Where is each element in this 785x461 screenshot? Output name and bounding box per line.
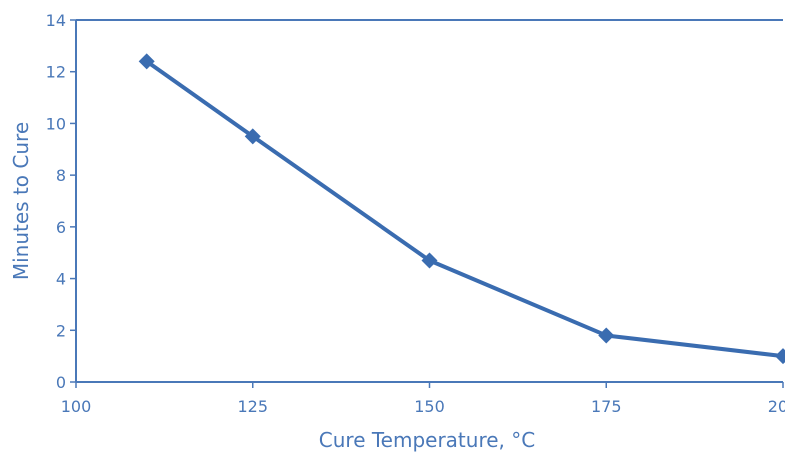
x-tick-label: 175 xyxy=(591,397,622,416)
data-point-diamond xyxy=(138,53,155,70)
y-tick-label: 12 xyxy=(46,63,66,82)
y-tick-label: 10 xyxy=(46,114,66,133)
plot-frame xyxy=(75,19,783,383)
data-point-diamond xyxy=(598,327,615,344)
data-point-diamond xyxy=(775,348,785,365)
series-group xyxy=(138,53,785,365)
y-axis-ticks: 0 2 4 6 8 10 12 14 xyxy=(46,11,76,392)
y-tick-label: 4 xyxy=(56,270,66,289)
y-tick-label: 6 xyxy=(56,218,66,237)
data-point-diamond xyxy=(244,128,261,145)
series-line xyxy=(145,59,784,359)
y-axis-title: Minutes to Cure xyxy=(9,122,33,280)
data-point-diamond xyxy=(421,252,438,269)
y-tick-label: 14 xyxy=(46,11,66,30)
x-tick-label: 100 xyxy=(61,397,92,416)
y-tick-label: 0 xyxy=(56,373,66,392)
x-tick-label: 200 xyxy=(768,397,785,416)
x-axis-title: Cure Temperature, °C xyxy=(319,428,535,452)
y-tick-label: 2 xyxy=(56,321,66,340)
x-tick-label: 150 xyxy=(414,397,445,416)
x-axis-ticks: 100 125 150 175 200 xyxy=(61,382,785,416)
y-tick-label: 8 xyxy=(56,166,66,185)
x-tick-label: 125 xyxy=(237,397,268,416)
